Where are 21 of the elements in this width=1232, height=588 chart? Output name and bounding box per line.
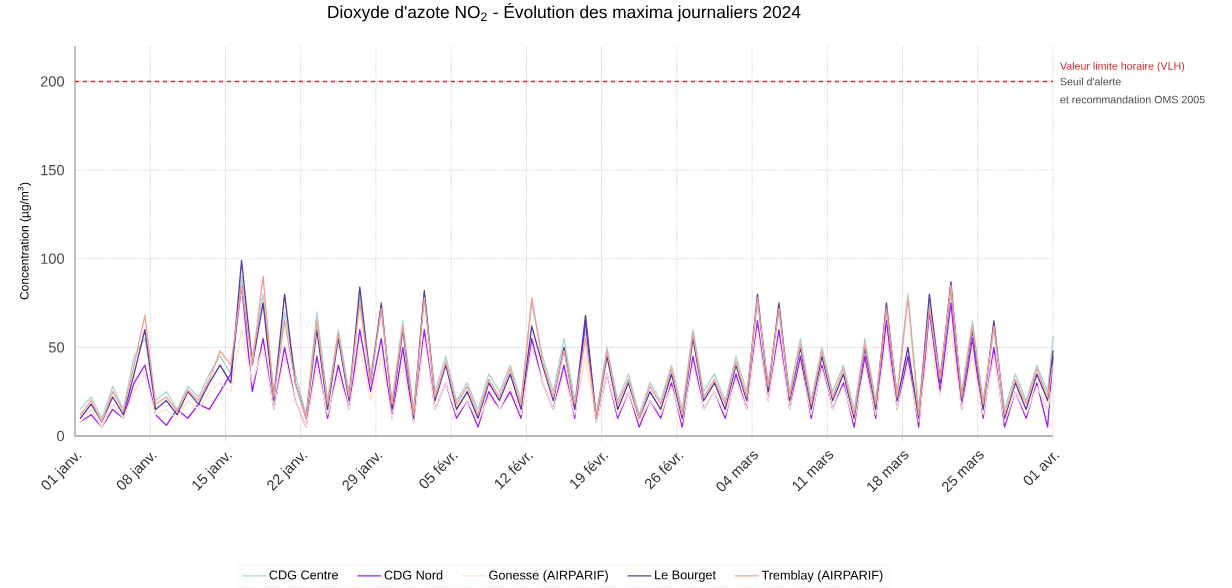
text: et recommandation OMS 2005 [1060, 95, 1205, 104]
legend-label: Le Bourget [655, 570, 716, 582]
x-tick-label: 26 févr. [645, 452, 684, 490]
y-tick-label: 50 [48, 342, 65, 353]
legend-label: Gonesse (AIRPARIF) [489, 570, 608, 583]
text: Seuil d'alerte [1060, 77, 1121, 86]
ref-line-label: Valeur limite horaire (VLH) [1059, 61, 1185, 72]
y-tick-label: 100 [41, 253, 65, 264]
line-series [79, 328, 1054, 428]
x-tick-label: 19 févr. [570, 452, 609, 490]
legend-label: CDG Nord [384, 570, 443, 580]
y-tick-label: 200 [40, 76, 65, 87]
legend-label: CDG Centre [269, 570, 338, 580]
x-tick-label: 01 avr. [1023, 452, 1060, 485]
chart-title: Dioxyde d'azote NO$_{2}$ - Évolution des maxima journaliers 2024 [328, 2, 801, 22]
y-tick-label: 150 [41, 164, 65, 176]
legend-label: Tremblay (AIRPARIF) [761, 570, 883, 583]
x-tick-label: 12 févr. [495, 452, 534, 490]
y-tick-label: 0 [57, 430, 65, 442]
x-tick-label: 05 févr. [419, 452, 458, 489]
y-axis-title: Concentration (µg/m$^{3}$) [17, 182, 31, 300]
